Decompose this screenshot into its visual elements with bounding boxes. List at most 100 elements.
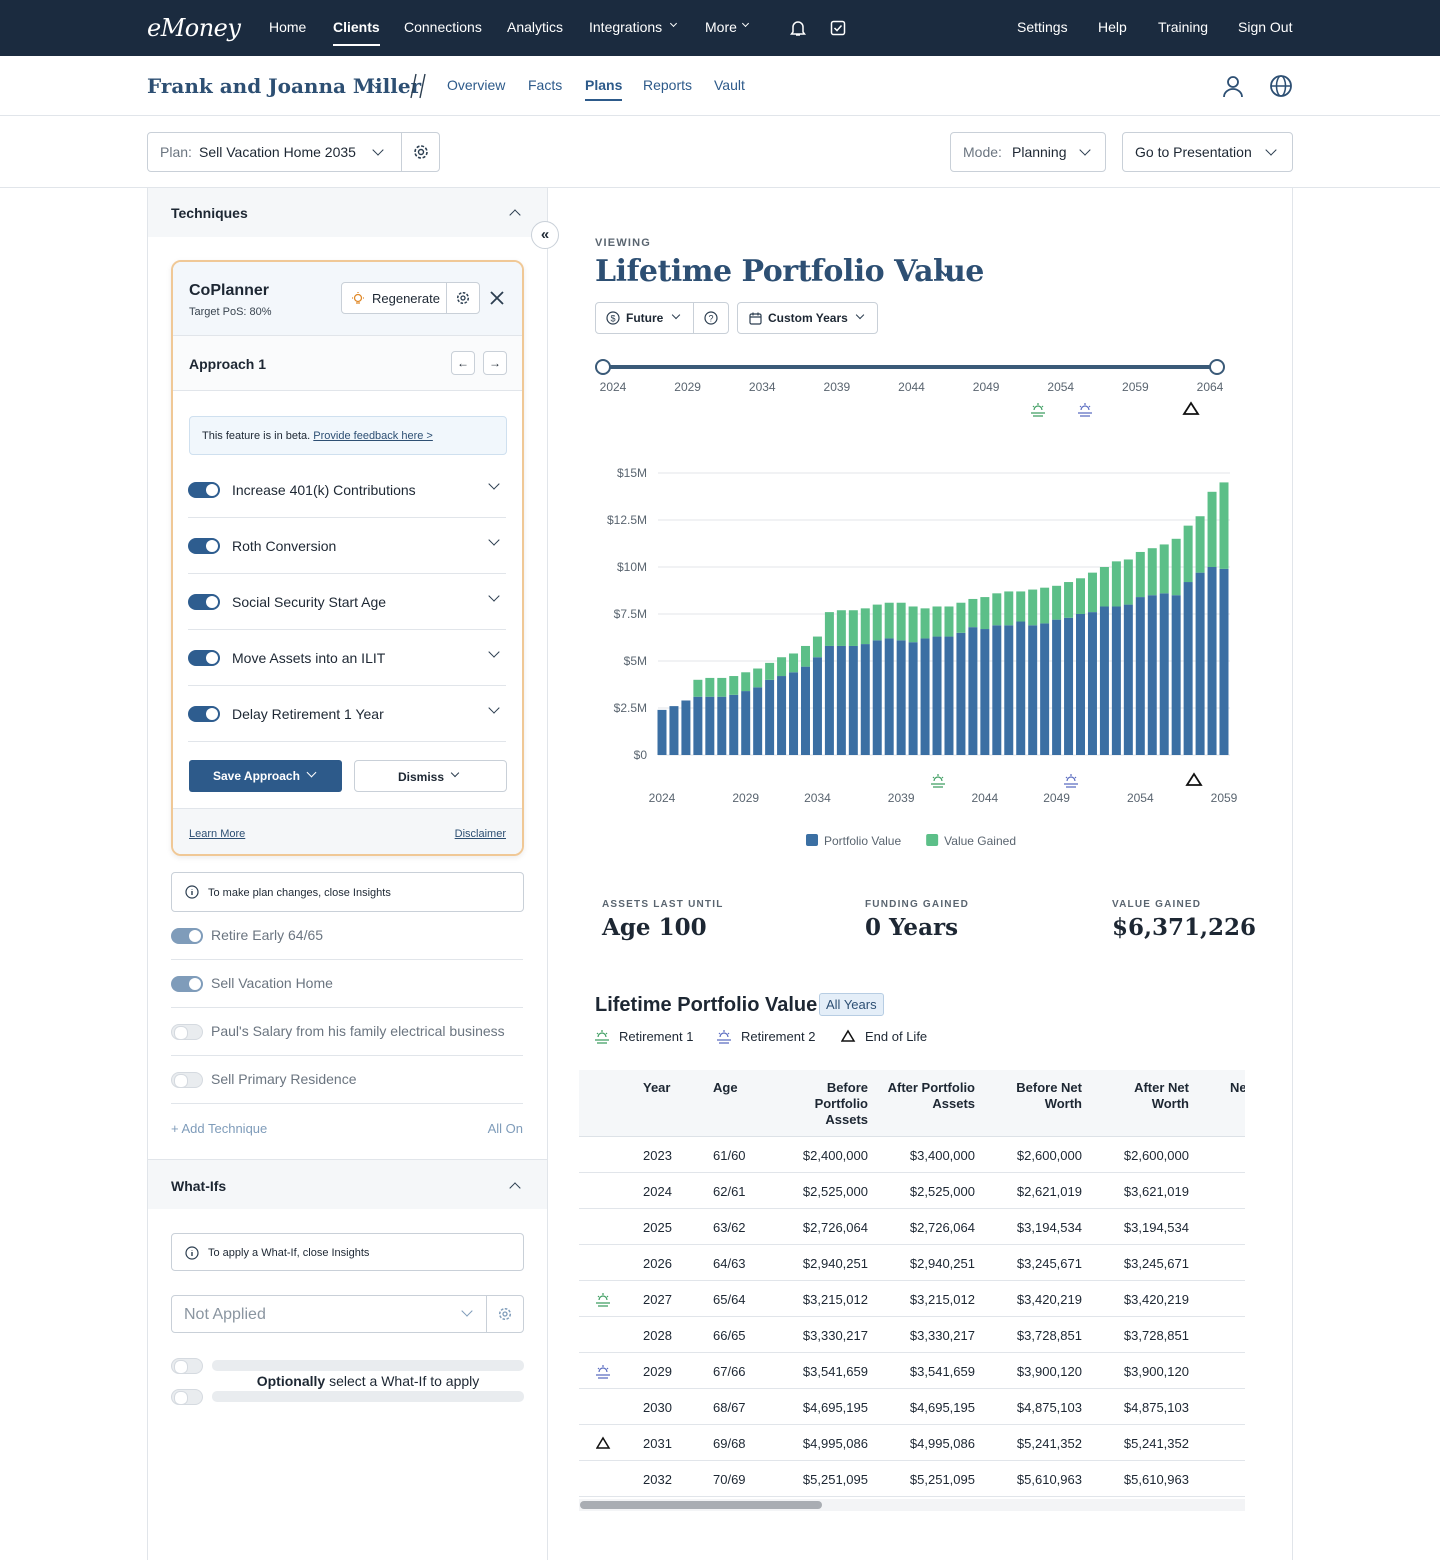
disclaimer[interactable]: Disclaimer: [454, 828, 506, 840]
table-cell: $3,728,851: [1016, 1328, 1082, 1343]
slider-label: 2059: [1122, 380, 1149, 394]
toggle[interactable]: [171, 976, 203, 992]
dismiss-button[interactable]: Dismiss: [354, 760, 507, 792]
presentation-select[interactable]: Go to Presentation: [1122, 132, 1293, 172]
table-cell: $3,900,120: [1016, 1364, 1082, 1379]
slider-handle[interactable]: [595, 359, 611, 375]
regenerate-button[interactable]: Regenerate: [341, 282, 480, 314]
technique-item: Sell Vacation Home: [211, 975, 333, 991]
bar-segment: [848, 610, 858, 646]
bar-segment: [1064, 582, 1074, 618]
bar-segment: [1016, 621, 1026, 755]
table-cell: 2029: [643, 1364, 672, 1379]
bar-segment: [1207, 491, 1217, 567]
close-icon[interactable]: [490, 291, 504, 305]
all-on[interactable]: All On: [487, 1121, 523, 1136]
row-marker: [595, 1436, 611, 1451]
marker-icon: [840, 1029, 856, 1042]
bar-segment: [992, 593, 1002, 626]
logo[interactable]: eMoney: [147, 14, 241, 42]
what-ifs-header[interactable]: What-Ifs: [148, 1159, 547, 1209]
nav-item[interactable]: Sign Out: [1238, 19, 1293, 35]
table-cell: $2,940,251: [909, 1256, 975, 1271]
future-select[interactable]: $ Future ?: [595, 302, 729, 334]
toggle[interactable]: [188, 482, 220, 498]
table-cell: $3,541,659: [909, 1364, 975, 1379]
toggle[interactable]: [188, 538, 220, 554]
nav-item[interactable]: Settings: [1017, 19, 1068, 35]
nav-item[interactable]: Help: [1098, 19, 1127, 35]
plan-select[interactable]: Plan: Sell Vacation Home 2035: [147, 132, 440, 172]
stat-value: Age 100: [602, 914, 707, 941]
user-icon[interactable]: [1221, 74, 1245, 98]
approach-title: Approach 1: [189, 356, 267, 372]
add-technique[interactable]: + Add Technique: [171, 1121, 268, 1136]
bar-segment: [1099, 606, 1109, 755]
client-name[interactable]: Frank and Joanna Miller: [147, 74, 422, 98]
bar-segment: [992, 625, 1002, 755]
bar-segment: [1183, 525, 1193, 583]
toggle[interactable]: [171, 928, 203, 944]
toggle[interactable]: [188, 650, 220, 666]
nav-item[interactable]: Integrations: [589, 19, 663, 35]
toggle[interactable]: [188, 594, 220, 610]
table-cell: $2,525,000: [802, 1184, 868, 1199]
bar-segment: [657, 709, 667, 755]
client-tab[interactable]: Reports: [643, 77, 693, 93]
custom-years-select[interactable]: Custom Years: [737, 302, 878, 334]
help-icon[interactable]: ?: [704, 311, 718, 325]
settings-icon[interactable]: [498, 1307, 512, 1321]
column-header: Age: [713, 1080, 738, 1095]
select-caret: [461, 1305, 473, 1317]
table-cell: $3,215,012: [909, 1292, 975, 1307]
axis-markers: [931, 772, 1203, 788]
settings-icon[interactable]: [456, 291, 470, 305]
notice-text: To apply a What-If, close Insights: [208, 1247, 370, 1259]
toggle[interactable]: [188, 706, 220, 722]
learn-more[interactable]: Learn More: [189, 828, 246, 840]
bar-segment: [836, 645, 846, 755]
prev-approach[interactable]: ←: [451, 351, 475, 375]
client-tab[interactable]: Overview: [447, 77, 506, 93]
table-cell: 69/68: [713, 1436, 746, 1451]
plan-settings[interactable]: [413, 144, 429, 160]
techniques-header[interactable]: Techniques: [148, 188, 547, 237]
mode-select[interactable]: Mode: Planning: [950, 132, 1106, 172]
table-cell: $3,420,219: [1123, 1292, 1189, 1307]
what-if-select[interactable]: Not Applied: [171, 1295, 524, 1333]
globe-icon[interactable]: [1269, 74, 1293, 98]
plan-caret: [372, 144, 384, 156]
hint-text: select a What-If to apply: [329, 1373, 480, 1389]
right-border: [1292, 188, 1293, 1560]
bell-icon[interactable]: [790, 19, 806, 37]
bar-segment: [1219, 568, 1229, 755]
feedback-link[interactable]: Provide feedback here >: [313, 430, 433, 442]
bar-segment: [693, 679, 703, 697]
bar-segment: [944, 606, 954, 637]
slider-handle[interactable]: [1209, 359, 1225, 375]
table-cell: $3,330,217: [909, 1328, 975, 1343]
save-approach-button[interactable]: Save Approach: [189, 760, 342, 792]
nav-item[interactable]: Training: [1158, 19, 1209, 35]
scrollbar-thumb[interactable]: [580, 1501, 822, 1509]
next-approach[interactable]: →: [483, 351, 507, 375]
toggle[interactable]: [171, 1024, 203, 1040]
legend-label: Portfolio Value: [824, 834, 901, 848]
toggle[interactable]: [171, 1072, 203, 1088]
mode-caret: [1079, 144, 1091, 156]
top-nav: eMoney: [0, 0, 1440, 56]
nav-item[interactable]: Home: [269, 19, 307, 35]
nav-item[interactable]: Connections: [404, 19, 482, 35]
client-tab[interactable]: Vault: [714, 77, 745, 93]
all-years-badge[interactable]: All Years: [819, 993, 884, 1016]
tasks-icon[interactable]: [830, 20, 846, 36]
client-tab[interactable]: Facts: [528, 77, 563, 93]
collapse-caret: [509, 209, 521, 221]
nav-item[interactable]: More: [705, 19, 737, 35]
client-tab[interactable]: Plans: [585, 77, 623, 101]
nav-item[interactable]: Clients: [333, 19, 380, 46]
viewing-title[interactable]: Lifetime Portfolio Value: [595, 254, 984, 289]
collapse-panel[interactable]: «: [531, 221, 559, 249]
nav-item[interactable]: Analytics: [507, 19, 564, 35]
